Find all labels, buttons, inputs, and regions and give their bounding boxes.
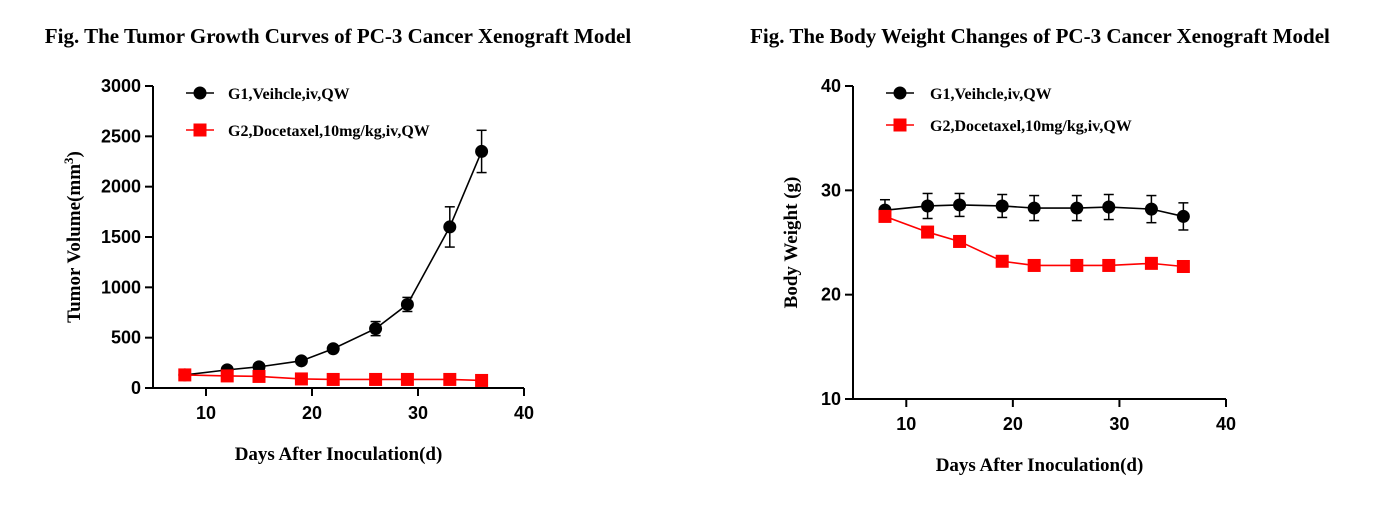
x-tick-label: 40 (514, 403, 534, 423)
legend-entry-1: G1,Veihcle,iv,QW (886, 86, 1052, 103)
legend-label: G2,Docetaxel,10mg/kg,iv,QW (930, 118, 1132, 135)
series-1-point (1102, 200, 1116, 214)
legend-marker (893, 118, 907, 132)
series-2-point (1102, 258, 1116, 272)
series-1-line (184, 151, 483, 376)
y-axis-label-close: ) (64, 151, 85, 157)
x-tick-label: 20 (1003, 414, 1023, 434)
legend-marker (193, 86, 207, 100)
series-2-point (995, 254, 1009, 268)
chart-title: Fig. The Body Weight Changes of PC-3 Can… (750, 24, 1330, 48)
y-tick-label: 30 (821, 180, 841, 200)
x-tick-label: 30 (408, 403, 428, 423)
x-tick-label: 10 (196, 403, 216, 423)
series-1-point (475, 144, 489, 158)
series-1-point (294, 354, 308, 368)
x-axis-label: Days After Inoculation(d) (936, 455, 1144, 476)
series-2-point (178, 368, 192, 382)
series-1-point (326, 342, 340, 356)
y-tick-label: 2500 (101, 126, 141, 146)
y-tick-label: 0 (131, 378, 141, 398)
y-axis-label-sup: 3 (61, 157, 76, 164)
series-1-point (953, 198, 967, 212)
y-tick-label: 1500 (101, 227, 141, 247)
series-1-point (1144, 202, 1158, 216)
legend-marker (893, 86, 907, 100)
legend-entry-1: G1,Veihcle,iv,QW (186, 86, 350, 103)
series-2-point (475, 373, 489, 387)
series-2-point (1027, 258, 1041, 272)
series-1-point (1027, 201, 1041, 215)
chart-title: Fig. The Tumor Growth Curves of PC-3 Can… (45, 24, 632, 48)
series-1-point (1070, 201, 1084, 215)
legend-label: G1,Veihcle,iv,QW (930, 86, 1052, 103)
series-2-point (1144, 256, 1158, 270)
series-2-point (400, 372, 414, 386)
x-tick-label: 40 (1216, 414, 1236, 434)
series-2-point (1070, 258, 1084, 272)
series-1-point (921, 199, 935, 213)
series-2-point (294, 372, 308, 386)
series-2 (178, 368, 489, 387)
y-tick-label: 1000 (101, 277, 141, 297)
y-tick-label: 20 (821, 285, 841, 305)
series-2-point (878, 209, 892, 223)
series-1-point (443, 220, 457, 234)
y-axis-label-main: Tumor Volume(mm (64, 164, 85, 323)
x-tick-label: 10 (896, 414, 916, 434)
series-2-point (326, 372, 340, 386)
legend-label: G2,Docetaxel,10mg/kg,iv,QW (228, 123, 430, 140)
y-tick-label: 2000 (101, 177, 141, 197)
chart-svg: Fig. The Tumor Growth Curves of PC-3 Can… (45, 24, 632, 465)
tumor-growth-chart: Fig. The Tumor Growth Curves of PC-3 Can… (0, 0, 690, 505)
series-1-point (400, 297, 414, 311)
y-axis-label-main: Body Weight (g) (781, 177, 802, 309)
series-1 (878, 192, 1190, 231)
series-2-point (921, 225, 935, 239)
series-2 (878, 209, 1190, 273)
legend-entry-2: G2,Docetaxel,10mg/kg,iv,QW (886, 118, 1132, 135)
y-tick-label: 500 (111, 328, 141, 348)
series-2-point (252, 369, 266, 383)
series-2-point (369, 372, 383, 386)
y-tick-label: 40 (821, 76, 841, 96)
legend-marker (193, 123, 207, 137)
series-2-point (443, 372, 457, 386)
y-tick-label: 10 (821, 389, 841, 409)
series-1 (178, 129, 489, 382)
chart-svg: Fig. The Body Weight Changes of PC-3 Can… (750, 24, 1330, 476)
series-2-point (953, 234, 967, 248)
series-1-point (1176, 209, 1190, 223)
body-weight-chart: Fig. The Body Weight Changes of PC-3 Can… (690, 0, 1385, 505)
y-axis-label: Body Weight (g) (781, 177, 802, 309)
series-2-point (1176, 259, 1190, 273)
y-tick-label: 3000 (101, 76, 141, 96)
legend-label: G1,Veihcle,iv,QW (228, 86, 350, 103)
x-tick-label: 30 (1109, 414, 1129, 434)
legend-entry-2: G2,Docetaxel,10mg/kg,iv,QW (186, 123, 430, 140)
y-axis-label: Tumor Volume(mm3) (61, 151, 85, 323)
x-tick-label: 20 (302, 403, 322, 423)
series-1-point (369, 322, 383, 336)
series-1-point (995, 199, 1009, 213)
x-axis-label: Days After Inoculation(d) (235, 444, 443, 465)
series-2-point (220, 369, 234, 383)
